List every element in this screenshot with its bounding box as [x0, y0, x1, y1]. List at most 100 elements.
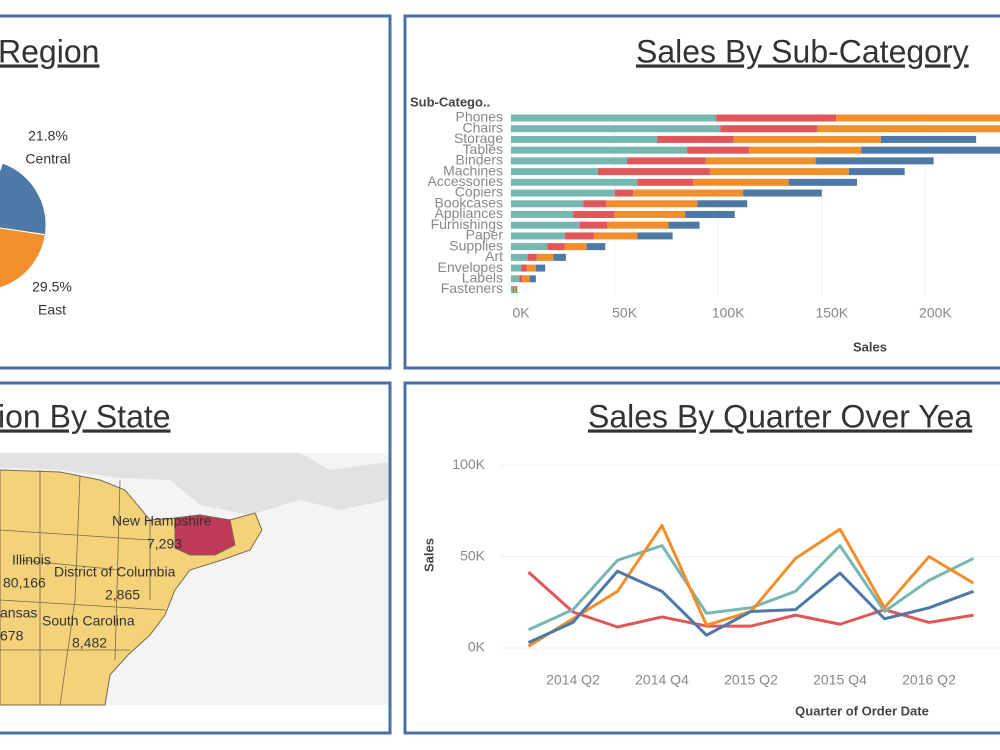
x-tick-label: 2014 Q2 [546, 672, 600, 688]
y-tick-label: Chairs [463, 119, 503, 135]
series-line [527, 544, 975, 632]
bar-segment [564, 243, 587, 251]
y-tick-label: Paper [466, 227, 504, 243]
bar-segment [514, 286, 517, 294]
y-tick-label: Appliances [435, 205, 504, 221]
bar-segment [547, 243, 565, 251]
bar-segment [521, 264, 527, 272]
axis-title: Quarter of Order Date [795, 703, 929, 718]
bar-segment [527, 253, 537, 261]
bar-segment [511, 264, 522, 272]
bar-segment [720, 125, 818, 133]
y-tick-label: 0K [468, 639, 486, 655]
bar-segment [519, 275, 523, 283]
bar-segment [749, 146, 862, 154]
bar-segment [880, 135, 977, 143]
y-tick-label: Envelopes [438, 259, 503, 275]
bar-segment [535, 264, 546, 272]
bar-segment [606, 200, 698, 208]
bar-segment [513, 286, 515, 294]
bar-segment [511, 286, 514, 294]
bar-segment [511, 168, 599, 176]
panel-border [0, 381, 392, 735]
bar-segment [522, 275, 530, 283]
x-tick-label: 0K [512, 305, 530, 321]
panel-border [0, 14, 392, 370]
bar-segment [627, 157, 706, 165]
axis-title: Sales [421, 538, 436, 572]
y-tick-label: Furnishings [431, 216, 503, 232]
y-tick-label: Labels [462, 270, 503, 286]
bar-segment [583, 200, 607, 208]
bar-segment [516, 286, 518, 294]
panel-border [403, 14, 1000, 370]
bar-segment [607, 221, 669, 229]
bar-segment [657, 135, 734, 143]
bar-segment [788, 178, 858, 186]
slice-category: Central [25, 151, 70, 167]
bar-segment [598, 168, 710, 176]
bar-segment [564, 232, 594, 240]
bar-segment [511, 253, 528, 261]
map-value: 80,166 [3, 575, 46, 591]
x-tick-label: 200K [919, 305, 952, 321]
bar-segment [848, 168, 905, 176]
bar-segment [511, 275, 520, 283]
bar-segment [526, 264, 536, 272]
y-tick-label: Art [485, 248, 503, 264]
y-tick-label: Bookcases [435, 194, 503, 210]
bar-segment [705, 157, 816, 165]
bar-segment [697, 200, 748, 208]
bar-segment [668, 221, 700, 229]
bar-segment [536, 253, 554, 261]
map [0, 453, 388, 706]
bar-segment [511, 157, 628, 165]
y-tick-label: 50K [460, 547, 486, 563]
x-tick-label: 2015 Q2 [724, 672, 778, 688]
bar-segment [637, 232, 673, 240]
map-label: ansas [0, 605, 37, 621]
bar-segment [511, 189, 615, 197]
bar-segment [573, 210, 615, 218]
bar-segment [511, 243, 548, 251]
slice-label: 29.5% [32, 279, 72, 295]
bar-segment [614, 210, 686, 218]
bar-segment [579, 221, 608, 229]
bar-segment [687, 146, 750, 154]
slice-label: 21.8% [28, 128, 68, 144]
x-tick-label: 150K [815, 305, 848, 321]
pie-slice [0, 162, 47, 236]
bar-segment [511, 178, 638, 186]
bar-segment [511, 135, 658, 143]
bar-segment [511, 221, 580, 229]
x-tick-label: 50K [612, 305, 638, 321]
bar-segment [586, 243, 606, 251]
bar-segment [716, 114, 837, 122]
axis-title: Sales [853, 339, 887, 354]
bar-segment [817, 125, 1000, 133]
slice-category: East [38, 302, 66, 318]
y-tick-label: Supplies [449, 237, 503, 253]
bar-segment [733, 135, 881, 143]
bar-segment [709, 168, 849, 176]
y-tick-label: Machines [443, 162, 503, 178]
y-tick-label: Copiers [455, 184, 503, 200]
bar-segment [593, 232, 638, 240]
bar-segment [511, 232, 565, 240]
map-label: South Carolina [42, 613, 135, 629]
panel-title: ion By State [0, 398, 171, 434]
map-value: 7,293 [147, 536, 182, 552]
axis-title: Sub-Catego.. [410, 94, 490, 109]
bar-segment [743, 189, 822, 197]
y-tick-label: Tables [463, 141, 503, 157]
map-value: 8,482 [72, 635, 107, 651]
bar-segment [836, 114, 1000, 122]
x-tick-label: 2014 Q4 [635, 672, 689, 688]
state-highlight [174, 514, 236, 556]
bar-segment [815, 157, 934, 165]
panel-title: Sales By Sub-Category [636, 33, 969, 69]
y-tick-label: Binders [456, 152, 503, 168]
y-tick-label: 100K [452, 456, 485, 472]
pie-slice [0, 227, 46, 289]
